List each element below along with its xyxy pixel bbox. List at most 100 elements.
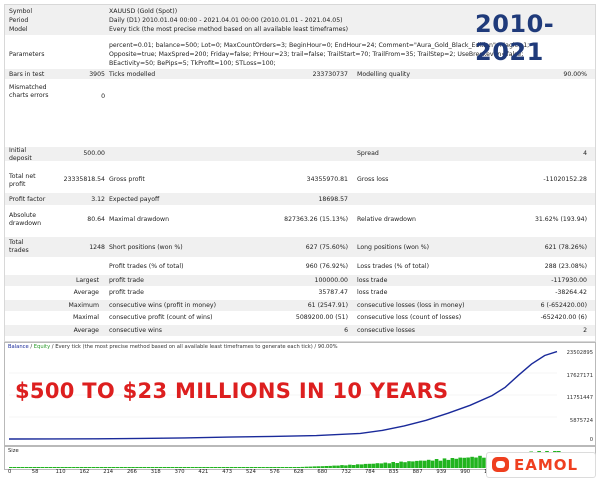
size-bar [135, 467, 139, 468]
size-bar [80, 467, 84, 468]
size-bar [462, 457, 466, 468]
size-bar [12, 467, 17, 468]
size-bar [430, 460, 435, 468]
size-bar [403, 462, 407, 468]
mcp-value: 5089200.00 (51) [295, 314, 348, 321]
size-bar [40, 467, 45, 468]
lt-value: 288 (23.08%) [544, 263, 587, 270]
model-label: Model [9, 26, 28, 33]
size-bar [147, 467, 151, 468]
spread-label: Spread [357, 150, 379, 157]
size-bar [277, 467, 281, 468]
stripe [5, 5, 595, 35]
x-tick: 162 [79, 469, 90, 475]
lp-label: profit trade [109, 277, 144, 284]
size-bar [225, 467, 230, 468]
grossprofit-value: 34355970.81 [306, 176, 348, 183]
chat-bubble-icon [492, 457, 509, 472]
size-bar [20, 467, 25, 468]
size-bar [154, 467, 159, 468]
size-bar [127, 467, 131, 468]
ticks-value: 233730737 [312, 71, 348, 78]
size-bar [249, 467, 254, 468]
mcl-value: 6 (-652420.00) [540, 302, 587, 309]
size-bar [16, 467, 21, 468]
size-bar [233, 467, 238, 468]
largest-label: Largest [75, 277, 99, 284]
size-bar [64, 467, 68, 468]
ll-value: -117930.00 [551, 277, 587, 284]
size-bar [450, 458, 455, 468]
size-bar [257, 467, 261, 468]
size-bar [115, 467, 119, 468]
netprofit-value: 23335818.54 [63, 176, 105, 183]
size-bar [261, 467, 265, 468]
y-tick: 5875724 [569, 418, 593, 424]
mcloss-value: -652420.00 (6) [540, 314, 587, 321]
stripe [5, 69, 595, 79]
stripe [5, 237, 595, 257]
short-label: Short positions (won %) [109, 244, 183, 251]
size-bar [166, 467, 171, 468]
size-bar [434, 459, 439, 468]
size-bar [194, 467, 198, 468]
x-tick: 58 [31, 469, 39, 475]
size-bar [423, 460, 427, 468]
header-equity: Equity [33, 344, 51, 350]
size-bar [438, 460, 443, 468]
header-sep: / [28, 344, 34, 350]
x-tick: 266 [127, 469, 137, 475]
x-tick: 887 [412, 469, 423, 475]
y-tick: 23502895 [566, 350, 593, 356]
size-bar [419, 460, 423, 468]
acw-label: consecutive wins [109, 327, 162, 334]
size-bar [221, 467, 226, 468]
size-bar [426, 459, 431, 468]
size-bar [454, 458, 459, 468]
mcw-value: 61 (2547.91) [307, 302, 348, 309]
size-bar [158, 467, 163, 468]
size-bar [470, 456, 474, 468]
params-line-1: percent=0.01; balance=500; Lot=0; MaxCou… [109, 42, 530, 49]
size-bar [281, 467, 285, 468]
size-bar [48, 467, 52, 468]
size-bar [371, 463, 376, 468]
ll-label: loss trade [357, 277, 388, 284]
size-bar [265, 467, 269, 468]
size-bar [352, 465, 356, 468]
size-bar [407, 461, 411, 468]
size-bar [324, 466, 328, 468]
size-bar [466, 457, 470, 468]
x-tick: 784 [365, 469, 375, 475]
series-line-balance [8, 350, 558, 440]
mcp-label: consecutive profit (count of wins) [109, 314, 213, 321]
maximum-label: Maximum [68, 302, 100, 309]
params-line-3: BEactivity=50; BePips=5; TkProfit=100; S… [109, 60, 276, 67]
balance-chart: Balance / Equity / Every tick (the most … [4, 342, 596, 446]
y-tick: 11751447 [566, 395, 593, 401]
reldd-label: Relative drawdown [357, 216, 416, 223]
long-label: Long positions (won %) [357, 244, 430, 251]
maximal-label: Maximal [72, 314, 99, 321]
al-label: loss trade [357, 289, 388, 296]
size-bar [178, 467, 183, 468]
symbol-label: Symbol [9, 8, 33, 15]
size-bar [383, 462, 388, 468]
size-bar [344, 465, 348, 468]
size-bar [474, 457, 478, 468]
size-bar [68, 467, 72, 468]
long-value: 621 (78.26%) [544, 244, 587, 251]
size-bar [91, 467, 96, 468]
size-bar [296, 467, 301, 468]
size-bar [253, 467, 257, 468]
mcw-label: consecutive wins (profit in money) [109, 302, 216, 309]
size-bar [355, 464, 360, 468]
size-bar [332, 465, 336, 468]
size-bar [83, 467, 88, 468]
payoff-label: Expected payoff [109, 196, 160, 203]
size-bar [300, 466, 305, 468]
size-bar [87, 467, 92, 468]
model-value: Every tick (the most precise method base… [109, 26, 349, 33]
x-tick: 732 [341, 469, 352, 475]
size-bar [285, 467, 289, 468]
